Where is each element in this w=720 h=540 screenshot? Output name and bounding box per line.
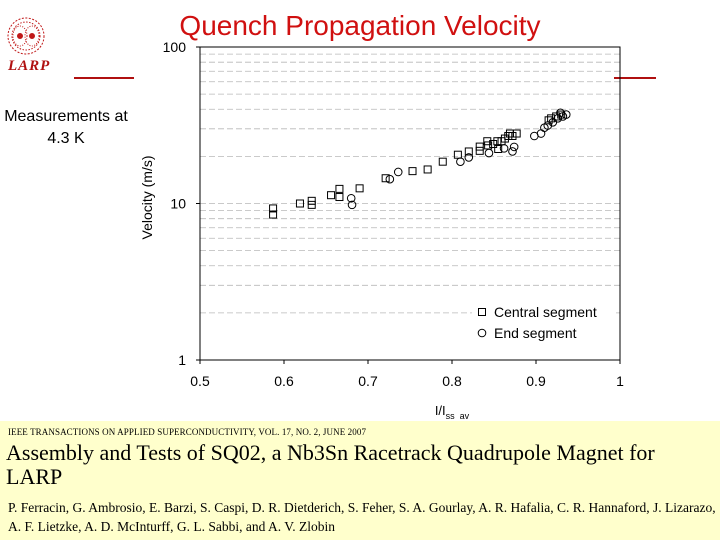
central-segment-point	[269, 204, 278, 213]
title-rule-left	[74, 77, 134, 79]
chart-legend: Central segment End segment	[472, 298, 616, 344]
central-segment-point	[381, 174, 390, 183]
x-tick-label: 0.6	[274, 373, 294, 389]
central-segment-point	[438, 157, 447, 166]
y-tick-label: 10	[170, 196, 186, 212]
central-segment-point	[544, 116, 553, 125]
central-segment-point	[408, 167, 417, 176]
x-tick-label: 0.7	[358, 373, 378, 389]
central-segment-point	[355, 184, 364, 193]
velocity-scatter-chart: 0.5 0.6 0.7 0.8 0.9 1 1 10 100 Velocity (m/s) I/…	[139, 40, 624, 420]
central-segment-point	[464, 147, 473, 156]
end-segment-point	[347, 200, 357, 210]
y-tick-label: 1	[178, 352, 186, 368]
central-segment-point	[335, 193, 344, 202]
central-segment-point	[269, 210, 278, 219]
central-segment-point	[307, 200, 316, 209]
central-segment-point	[423, 165, 432, 174]
measurement-note: Measurements at 4.3 K	[4, 108, 128, 147]
central-segment-point	[295, 199, 304, 208]
end-segment-point	[346, 193, 356, 203]
larp-logo-text: LARP	[8, 58, 51, 74]
legend-marker	[478, 308, 486, 316]
grid-layer	[200, 53, 620, 314]
x-tick-label: 0.5	[190, 373, 210, 389]
end-segment-point	[509, 142, 519, 152]
end-segment-point	[553, 114, 563, 123]
paper-authors: P. Ferracin, G. Ambrosio, E. Barzi, S. C…	[8, 500, 716, 534]
slide-title: Quench Propagation Velocity	[179, 10, 541, 41]
central-segment-point	[335, 184, 344, 193]
citation-panel: IEEE TRANSACTIONS ON APPLIED SUPERCONDUC…	[0, 421, 720, 540]
central-segment-point	[475, 142, 484, 151]
end-segment-point	[561, 110, 571, 119]
end-segment-point	[536, 129, 546, 138]
central-segment-point	[504, 131, 513, 140]
central-segment-point	[475, 146, 484, 155]
x-tick-label: 0.8	[442, 373, 462, 389]
central-segment-point	[483, 137, 492, 146]
central-segment-point	[494, 144, 503, 153]
central-segment-point	[307, 196, 316, 205]
legend-label: Central segment	[494, 304, 597, 320]
x-axis-label-main: I/I	[435, 403, 446, 418]
central-segment-point	[489, 139, 498, 148]
end-segment-point	[385, 174, 395, 184]
end-segment-point	[508, 147, 517, 156]
end-segment-point	[393, 167, 403, 177]
central-segment-point	[512, 129, 521, 138]
central-segment-point	[327, 191, 336, 200]
central-segment-point	[505, 129, 514, 138]
central-segment-point	[493, 137, 502, 146]
larp-logo	[7, 17, 45, 55]
axis-layer: 0.5 0.6 0.7 0.8 0.9 1 1 10 100	[163, 40, 624, 389]
marks-layer	[269, 108, 571, 219]
end-segment-point	[556, 108, 565, 118]
central-segment-point	[453, 150, 462, 159]
central-segment-point	[508, 131, 517, 140]
y-tick-label: 100	[163, 40, 187, 55]
end-segment-point	[484, 148, 494, 158]
central-segment-point	[547, 114, 556, 123]
legend-label: End segment	[494, 325, 577, 341]
y-axis-label: Velocity (m/s)	[139, 155, 155, 239]
journal-reference: IEEE TRANSACTIONS ON APPLIED SUPERCONDUC…	[8, 427, 367, 437]
x-tick-label: 0.9	[526, 373, 546, 389]
x-axis-label: I/Iss_av	[435, 403, 470, 420]
x-axis-label-subscript: ss_av	[446, 411, 470, 420]
end-segment-point	[456, 157, 465, 166]
title-rule-right	[614, 77, 656, 79]
paper-title: Assembly and Tests of SQ02, a Nb3Sn Race…	[6, 440, 655, 489]
end-segment-point	[499, 144, 509, 153]
legend-marker	[477, 328, 487, 338]
end-segment-point	[464, 153, 474, 162]
legend-box	[472, 298, 616, 344]
x-tick-label: 1	[616, 373, 624, 389]
